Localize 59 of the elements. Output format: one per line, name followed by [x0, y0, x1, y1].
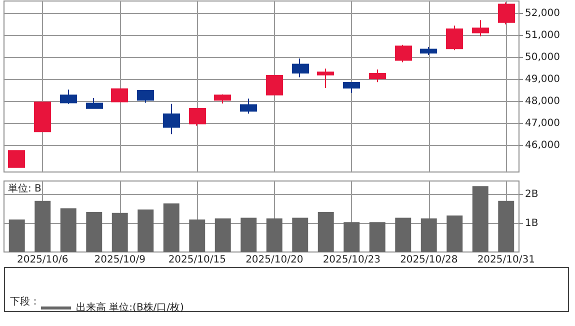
bar: [240, 218, 257, 252]
bar: [318, 212, 334, 252]
candlestick: [189, 108, 206, 126]
candlestick: [111, 88, 128, 102]
legend-label: 出来高 単位:(B株/口/枚): [76, 302, 184, 314]
candlestick: [395, 44, 412, 63]
y-tick-label: 46,000: [525, 140, 560, 152]
bar: [472, 186, 488, 252]
y-tick-label: 2B: [525, 189, 538, 200]
bar: [189, 220, 206, 252]
bar: [86, 212, 102, 252]
candlestick: [163, 103, 180, 135]
candlestick: [86, 97, 103, 109]
candlestick: [446, 25, 463, 51]
candlestick: [498, 2, 515, 25]
bar: [138, 209, 154, 252]
candlestick: [266, 74, 283, 96]
y-tick-label: 49,000: [525, 74, 560, 85]
candlestick: [8, 150, 25, 168]
bar: [344, 222, 360, 252]
bar: [163, 203, 180, 252]
y-tick-label: 51,000: [525, 30, 560, 41]
bar: [8, 220, 25, 252]
bar: [112, 212, 128, 252]
bar: [395, 218, 412, 252]
candlestick: [292, 58, 309, 78]
y-tick-label: 52,000: [525, 8, 560, 19]
legend-title: 下段：: [10, 296, 40, 308]
x-tick-label: 2025/10/31: [477, 254, 535, 266]
candlestick: [369, 69, 386, 83]
candlestick: [317, 68, 334, 89]
bar: [446, 215, 463, 252]
x-tick-label: 2025/10/6: [16, 254, 68, 266]
x-tick-label: 2025/10/20: [246, 254, 304, 266]
candlestick: [472, 20, 489, 37]
candlestick: [343, 82, 360, 94]
y-tick-label: 50,000: [525, 52, 560, 63]
y-tick-label: 1B: [525, 218, 538, 229]
bar: [266, 218, 282, 252]
bar: [420, 218, 437, 252]
x-tick-label: 2025/10/28: [400, 254, 458, 266]
bar: [214, 218, 231, 252]
bar: [369, 222, 386, 252]
candlestick: [240, 98, 257, 114]
x-tick-label: 2025/10/15: [168, 254, 226, 266]
y-tick-label: 47,000: [525, 118, 560, 130]
candlestick: [214, 94, 231, 104]
bar: [498, 200, 514, 252]
candlestick: [60, 89, 77, 104]
bar: [292, 218, 308, 252]
candlestick: [34, 101, 51, 132]
x-tick-label: 2025/10/23: [322, 254, 380, 266]
candlestick: [420, 46, 437, 56]
bar: [34, 200, 51, 252]
x-tick-label: 2025/10/9: [94, 254, 146, 266]
annotation: 単位: B: [8, 182, 42, 194]
candlestick: [137, 90, 154, 104]
bar: [60, 208, 76, 252]
y-tick-label: 48,000: [525, 96, 560, 107]
